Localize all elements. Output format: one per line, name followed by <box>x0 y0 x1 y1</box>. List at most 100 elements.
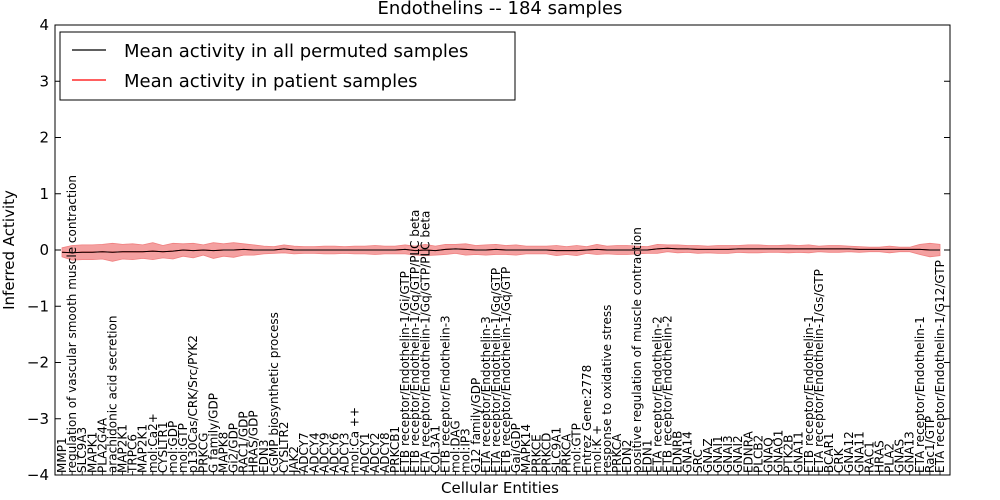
x-tick-label: COL3A1 <box>428 425 442 473</box>
x-tick-label: EDNRA <box>741 430 755 473</box>
y-tick-label: 4 <box>39 16 49 34</box>
x-tick-label: p130Cas/CRK/Src/PYK2 <box>186 335 200 473</box>
x-tick-label: mol:GTP <box>570 423 584 473</box>
x-tick-label: ADCY9 <box>317 432 331 473</box>
x-tick-label: TRPC6 <box>126 434 140 474</box>
x-tick-label: JAK2 <box>287 446 301 474</box>
x-tick-label: ADCY1 <box>358 432 372 473</box>
x-tick-label: ADCY8 <box>378 432 392 473</box>
x-tick-label: GNA11 <box>792 431 806 473</box>
x-tick-label: regulation of vascular smooth muscle con… <box>65 175 79 473</box>
x-tick-label: mol:GDP <box>166 421 180 473</box>
legend: Mean activity in all permuted samples Me… <box>59 31 516 101</box>
x-tick-label: HRAS <box>872 440 886 473</box>
x-tick-label: ETB receptor/Endothelin-1/Gq/GTP/PLC bet… <box>408 210 422 473</box>
x-tick-label: GNAI2 <box>731 435 745 473</box>
x-tick-label: Gai/GDP <box>509 423 523 473</box>
x-tick-label: SLC9A3 <box>75 427 89 473</box>
x-tick-label: ETA receptor/Endothelin-1/Gs/GTP <box>812 269 826 473</box>
x-tick-label: PRKCA <box>610 433 624 473</box>
x-tick-label: CYSLTR2 <box>277 422 291 473</box>
x-tick-label: ETB receptor/Endothelin-1 <box>802 315 816 473</box>
x-tick-label: MAPK1 <box>85 432 99 473</box>
x-tick-label: ADCY3 <box>338 432 352 473</box>
x-tick-label: SRC <box>691 449 705 473</box>
y-axis-label: Inferred Activity <box>0 190 18 310</box>
x-tick-label: EDN1 <box>640 440 654 473</box>
x-tick-label: RAC1/GDP <box>237 411 251 473</box>
x-tick-label: HRAS/GDP <box>247 410 261 473</box>
x-tick-label: GNAI3 <box>721 435 735 473</box>
x-tick-label: ETB receptor/Endothelin-1/Gi/GTP <box>398 271 412 473</box>
legend-label-permuted: Mean activity in all permuted samples <box>124 41 468 62</box>
x-tick-label: G family/GDP <box>206 393 220 473</box>
x-tick-label: ETA receptor/Endothelin-1 <box>913 316 927 473</box>
x-tick-label: ADCY4 <box>307 432 321 473</box>
x-tick-label: G12 family/GDP <box>469 378 483 473</box>
x-tick-label: GNAZ <box>701 438 715 473</box>
x-tick-label: MAPK14 <box>519 424 533 473</box>
legend-box <box>59 31 516 101</box>
x-tick-label: MAPK8 <box>217 432 231 473</box>
x-tick-label: arachidonic acid secretion <box>106 316 120 473</box>
x-tick-label: mol:Ca ++ <box>348 407 362 473</box>
x-tick-label: PRKCB1 <box>388 426 402 473</box>
x-tick-label: ADCY6 <box>328 432 342 473</box>
x-tick-label: CYSLTR1 <box>156 422 170 473</box>
x-tick-label: positive regulation of muscle contractio… <box>630 227 644 473</box>
x-tick-label: ETA receptor/Endothelin-1/G12/GTP <box>933 260 947 473</box>
plot-frame <box>54 24 951 476</box>
x-tick-label: MMP1 <box>55 437 69 473</box>
x-tick-label: PRKCG <box>196 433 210 473</box>
x-tick-label: GNAI1 <box>711 435 725 473</box>
plot-area <box>61 242 941 262</box>
x-tick-label: GNA13 <box>903 431 917 473</box>
x-tick-label: CRK <box>832 447 846 473</box>
x-tick-label: mol:DAG <box>449 420 463 473</box>
x-tick-label: ETB receptor/Endothelin-3 <box>439 315 453 473</box>
x-tick-label: ETA receptor/Endothelin-1/Gq/GTP <box>489 268 503 473</box>
x-tick-label: EDN2 <box>620 440 634 473</box>
y-tick-label: −2 <box>27 354 49 372</box>
x-tick-label: ETA receptor/Endothelin-2 <box>650 316 664 473</box>
x-tick-label: ETB receptor/Endothelin-1/Gq/GTP <box>499 267 513 473</box>
x-tick-label: MAP2K1 <box>116 424 130 473</box>
y-axis: 4 3 2 1 0 −1 −2 −3 −4 <box>27 16 950 484</box>
y-tick-label: −1 <box>27 297 49 315</box>
x-tick-label: RAC1 <box>862 441 876 473</box>
x-tick-label: PRKCD <box>539 433 553 473</box>
x-tick-label: GNAS <box>893 439 907 473</box>
x-tick-label: Entrez Gene:2778 <box>580 365 594 473</box>
x-tick-label: PTK2B <box>782 435 796 473</box>
x-axis-label: Cellular Entities <box>441 479 559 497</box>
y-tick-label: 3 <box>39 72 49 90</box>
legend-label-patient: Mean activity in patient samples <box>124 71 418 92</box>
y-tick-label: −3 <box>27 410 49 428</box>
y-tick-label: 2 <box>39 129 49 147</box>
x-tick-label: ETB receptor/Endothelin-2 <box>661 315 675 473</box>
y-tick-label: 1 <box>39 185 49 203</box>
x-tick-label: MAP2K1 <box>136 424 150 473</box>
x-tick-label: EDNRB <box>671 431 685 473</box>
x-tick-label: ETA receptor/Endothelin-3 <box>479 316 493 473</box>
x-tick-label: PRKCA <box>560 433 574 473</box>
x-tick-label: PLA2G4A <box>95 417 109 473</box>
y-tick-label: 0 <box>39 241 49 259</box>
x-tick-label: mol:IP3 <box>459 428 473 473</box>
y-tick-label: −4 <box>27 466 49 484</box>
permuted-series-line <box>61 247 940 254</box>
x-tick-label: ADCY7 <box>297 432 311 473</box>
x-tick-label: BCAR1 <box>822 432 836 473</box>
x-tick-label: GNA11 <box>852 431 866 473</box>
chart-title: Endothelins -- 184 samples <box>378 0 623 19</box>
x-tick-label: PLCB2 <box>751 435 765 473</box>
x-tick-label: ETA receptor/Endothelin-1/Gq/GTP/PLC bet… <box>418 211 432 473</box>
x-tick-label: PRKCE <box>529 434 543 473</box>
x-tick-label: GNAO1 <box>772 430 786 473</box>
x-tick-label: GNA12 <box>842 431 856 473</box>
x-tick-label: mol:GTP <box>176 423 190 473</box>
x-tick-label: Gi2/GDP <box>227 423 241 473</box>
x-tick-label: mol:Ca2+ <box>146 413 160 473</box>
